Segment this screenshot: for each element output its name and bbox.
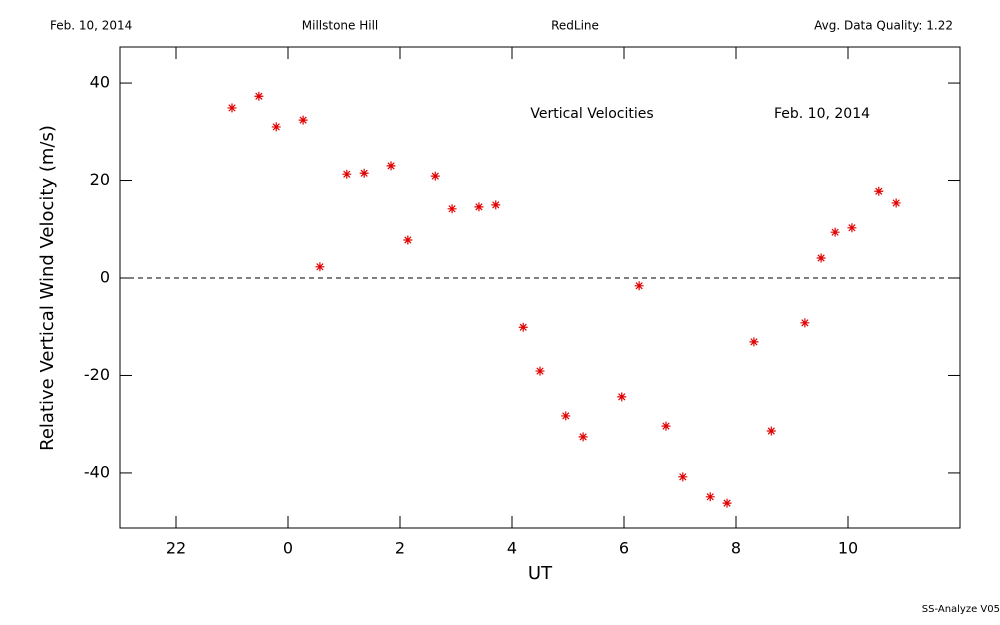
x-tick-label: 4 <box>507 539 517 558</box>
footer: SS-Analyze V05 <box>922 604 1000 615</box>
point <box>705 492 715 502</box>
x-tick-label: 0 <box>283 539 293 558</box>
point <box>342 169 352 179</box>
point <box>830 227 840 237</box>
point <box>254 91 264 101</box>
header-date: Feb. 10, 2014 <box>50 19 132 33</box>
point <box>661 421 671 431</box>
point <box>430 171 440 181</box>
point <box>315 262 325 272</box>
point <box>874 186 884 196</box>
point <box>722 498 732 508</box>
point <box>227 103 237 113</box>
point <box>678 472 688 482</box>
header-line: RedLine <box>551 19 599 33</box>
point <box>271 122 281 132</box>
point <box>634 281 644 291</box>
point <box>578 432 588 442</box>
y-tick-label: 20 <box>90 170 110 189</box>
point <box>847 223 857 233</box>
point <box>518 322 528 332</box>
point <box>766 426 776 436</box>
y-tick-label: 0 <box>100 267 110 286</box>
x-tick-label: 8 <box>731 539 741 558</box>
y-tick-label: -40 <box>84 462 110 481</box>
plot-frame <box>119 46 961 529</box>
point <box>403 235 413 245</box>
point <box>891 198 901 208</box>
point <box>474 202 484 212</box>
point <box>535 366 545 376</box>
header-site: Millstone Hill <box>302 19 378 33</box>
annotation: Vertical Velocities <box>530 106 653 122</box>
x-tick-label: 6 <box>619 539 629 558</box>
point <box>816 253 826 263</box>
x-tick-label: 10 <box>838 539 858 558</box>
y-tick-label: -20 <box>84 365 110 384</box>
x-tick-label: 22 <box>166 539 186 558</box>
point <box>561 411 571 421</box>
x-tick-label: 2 <box>395 539 405 558</box>
point <box>617 392 627 402</box>
x-axis-label: UT <box>528 563 553 584</box>
annotation: Feb. 10, 2014 <box>774 106 870 122</box>
point <box>491 200 501 210</box>
y-tick-label: 40 <box>90 73 110 92</box>
y-axis-label: Relative Vertical Wind Velocity (m/s) <box>37 125 58 451</box>
point <box>447 204 457 214</box>
point <box>800 318 810 328</box>
header-quality: Avg. Data Quality: 1.22 <box>814 19 953 33</box>
point <box>386 161 396 171</box>
point <box>359 168 369 178</box>
point <box>298 115 308 125</box>
point <box>749 337 759 347</box>
